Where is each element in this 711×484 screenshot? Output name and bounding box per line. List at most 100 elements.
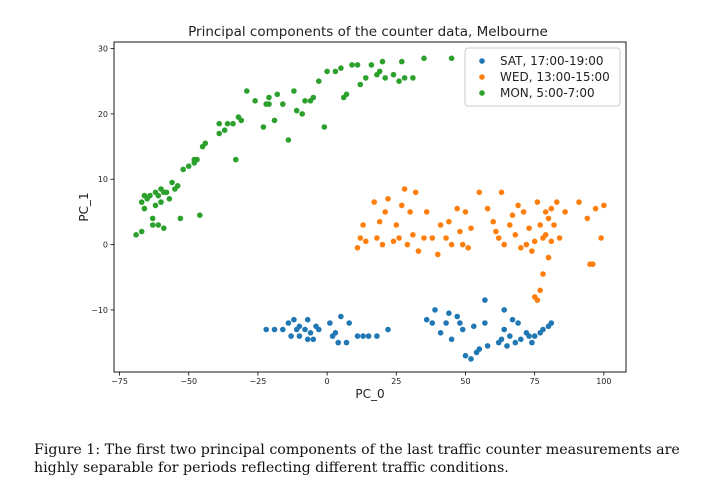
point-sat [285, 320, 292, 326]
legend-label-mon: MON, 5:00-7:00 [500, 86, 595, 100]
point-mon [354, 62, 361, 68]
point-wed [401, 186, 408, 192]
x-tick-label: 25 [391, 377, 401, 386]
point-sat [365, 333, 372, 339]
point-sat [501, 326, 508, 333]
chart-title: Principal components of the counter data… [188, 24, 548, 40]
point-mon [293, 107, 300, 114]
point-wed [562, 209, 568, 215]
point-mon [233, 156, 239, 163]
y-tick-label: −10 [91, 306, 108, 315]
legend-label-sat: SAT, 17:00-19:00 [500, 54, 604, 68]
point-mon [252, 98, 258, 104]
point-wed [548, 205, 555, 212]
point-wed [484, 205, 491, 212]
point-wed [423, 209, 430, 215]
point-mon [177, 215, 184, 222]
point-sat [304, 316, 311, 323]
point-wed [501, 241, 508, 248]
axis-ticks: −75 −50 −25 0 25 50 75 100 −10 0 10 20 30 [91, 45, 611, 386]
point-wed [457, 228, 463, 235]
point-mon [343, 91, 350, 98]
y-axis-label: PC_1 [77, 192, 91, 221]
point-sat [385, 326, 391, 333]
point-mon [163, 189, 170, 196]
point-wed [468, 225, 474, 231]
point-mon [363, 75, 369, 81]
point-sat [462, 352, 469, 359]
point-mon [155, 222, 162, 228]
point-sat [354, 333, 361, 339]
point-mon [152, 202, 159, 209]
point-sat [296, 323, 303, 330]
point-mon [368, 62, 375, 68]
point-sat [501, 307, 508, 313]
point-sat [338, 313, 344, 320]
point-mon [291, 88, 297, 94]
plot-frame [113, 41, 627, 373]
point-sat [512, 339, 519, 346]
point-wed [385, 196, 391, 202]
point-sat [316, 326, 322, 333]
point-sat [526, 333, 532, 339]
point-wed [592, 205, 599, 212]
point-sat [529, 339, 535, 346]
point-mon [133, 232, 139, 238]
point-sat [335, 339, 342, 346]
point-wed [360, 222, 366, 228]
point-mon [221, 127, 228, 133]
point-mon [216, 130, 222, 137]
point-mon [382, 75, 389, 81]
point-mon [260, 124, 267, 130]
legend-marker-wed [479, 74, 485, 80]
point-wed [490, 218, 497, 225]
point-sat [457, 320, 463, 326]
point-wed [429, 235, 436, 241]
point-wed [382, 209, 389, 215]
point-sat [515, 320, 521, 326]
point-sat [459, 326, 466, 333]
point-wed [465, 245, 472, 251]
x-tick-label: −50 [180, 377, 197, 386]
x-tick-label: 75 [530, 377, 540, 386]
point-sat [509, 316, 516, 323]
x-tick-label: −75 [111, 377, 128, 386]
point-sat [484, 343, 491, 349]
point-mon [180, 166, 186, 173]
point-sat [504, 343, 510, 349]
point-mon [185, 163, 192, 169]
point-mon [324, 68, 330, 75]
point-sat [346, 320, 353, 326]
point-wed [412, 189, 419, 196]
point-mon [244, 88, 250, 94]
point-wed [459, 241, 466, 248]
point-wed [545, 254, 552, 261]
point-wed [498, 189, 505, 196]
legend-marker-mon [479, 90, 485, 96]
point-sat [548, 320, 555, 326]
point-sat [471, 323, 477, 330]
legend-frame [464, 47, 621, 107]
point-wed [443, 235, 449, 241]
point-mon [349, 62, 355, 68]
point-sat [518, 336, 524, 343]
point-mon [299, 111, 306, 117]
point-sat [343, 339, 350, 346]
point-wed [399, 202, 405, 209]
point-mon [266, 94, 272, 101]
point-wed [454, 205, 461, 212]
point-mon [216, 120, 222, 127]
point-wed [526, 225, 532, 231]
point-wed [512, 232, 519, 238]
point-sat [540, 326, 546, 333]
point-mon [274, 91, 281, 98]
point-wed [598, 235, 604, 241]
point-mon [166, 196, 173, 202]
point-mon [147, 192, 153, 199]
point-mon [332, 68, 339, 75]
point-mon [138, 199, 145, 205]
point-sat [304, 336, 311, 343]
point-wed [446, 218, 452, 225]
point-mon [224, 120, 231, 127]
point-wed [371, 199, 378, 205]
